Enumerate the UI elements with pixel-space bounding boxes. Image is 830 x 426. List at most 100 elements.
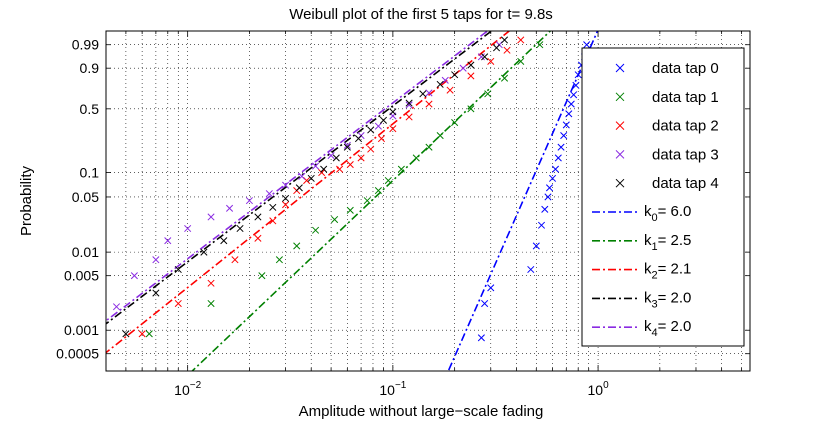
marker-stroke bbox=[477, 53, 485, 61]
legend-label: data tap 0 bbox=[652, 60, 719, 77]
data-point bbox=[548, 174, 557, 182]
data-point bbox=[346, 206, 354, 214]
marker-stroke bbox=[320, 165, 328, 173]
data-point bbox=[517, 36, 525, 44]
data-point bbox=[487, 57, 495, 65]
data-point bbox=[354, 135, 363, 143]
fit-line-7 bbox=[106, 31, 511, 354]
data-point bbox=[405, 101, 413, 109]
marker-stroke bbox=[527, 265, 535, 274]
x-tick-exponent: 0 bbox=[603, 380, 609, 391]
marker-stroke bbox=[477, 334, 485, 342]
data-point bbox=[425, 100, 433, 108]
marker-stroke bbox=[374, 122, 382, 130]
plot-frame bbox=[105, 30, 751, 372]
data-point bbox=[487, 284, 495, 292]
data-point bbox=[379, 116, 388, 124]
marker-stroke bbox=[565, 110, 573, 118]
marker-stroke bbox=[269, 203, 277, 211]
marker-stroke bbox=[200, 248, 208, 256]
marker-stroke bbox=[346, 161, 354, 169]
data-point bbox=[574, 71, 582, 79]
data-point bbox=[236, 224, 244, 233]
data-point bbox=[282, 201, 290, 209]
data-point bbox=[332, 154, 340, 162]
marker-stroke bbox=[336, 165, 344, 173]
legend-shape-value: = 6.0 bbox=[658, 203, 692, 220]
data-point bbox=[207, 279, 215, 287]
legend-marker bbox=[615, 121, 625, 130]
marker-stroke bbox=[377, 135, 386, 143]
data-point bbox=[231, 256, 239, 264]
data-point bbox=[245, 197, 253, 205]
y-tick-label: 0.5 bbox=[80, 101, 100, 117]
marker-stroke bbox=[557, 143, 565, 151]
data-point bbox=[583, 41, 591, 49]
marker-stroke bbox=[384, 176, 392, 185]
data-point bbox=[145, 330, 153, 338]
data-point bbox=[363, 197, 371, 205]
data-point bbox=[307, 174, 315, 182]
marker-stroke bbox=[236, 224, 244, 233]
data-point bbox=[536, 41, 544, 49]
data-point bbox=[200, 248, 208, 256]
y-axis-label: Probability bbox=[18, 165, 35, 236]
marker-stroke bbox=[343, 143, 351, 151]
data-point bbox=[225, 204, 234, 212]
data-point bbox=[269, 217, 277, 225]
marker-stroke bbox=[282, 201, 290, 209]
data-point bbox=[467, 72, 475, 80]
fit-line-8 bbox=[106, 31, 493, 325]
data-point bbox=[405, 99, 413, 107]
data-point bbox=[517, 57, 525, 65]
marker-stroke bbox=[312, 162, 320, 170]
marker-stroke bbox=[467, 105, 475, 113]
marker-stroke bbox=[207, 279, 215, 287]
marker-stroke bbox=[164, 237, 172, 245]
data-point bbox=[481, 53, 489, 61]
marker-stroke bbox=[467, 61, 475, 69]
legend-label: data tap 4 bbox=[652, 175, 719, 192]
marker-stroke bbox=[275, 256, 283, 264]
data-point bbox=[389, 125, 397, 133]
legend-shape-value: = 2.1 bbox=[658, 261, 692, 278]
marker-stroke bbox=[451, 71, 459, 79]
marker-stroke bbox=[572, 81, 580, 89]
data-point bbox=[298, 172, 306, 180]
x-tick-exponent: −1 bbox=[395, 380, 407, 391]
marker-stroke bbox=[446, 86, 454, 94]
marker-stroke bbox=[554, 154, 562, 162]
marker-stroke bbox=[307, 174, 315, 182]
data-point bbox=[412, 154, 420, 162]
marker-stroke bbox=[269, 217, 277, 225]
marker-stroke bbox=[425, 89, 433, 97]
marker-stroke bbox=[425, 100, 433, 108]
x-tick-base: 10 bbox=[379, 382, 395, 398]
marker-stroke bbox=[405, 113, 413, 121]
data-point bbox=[557, 143, 565, 151]
marker-stroke bbox=[327, 151, 335, 160]
marker-stroke bbox=[562, 121, 570, 129]
marker-stroke bbox=[441, 76, 449, 84]
marker-stroke bbox=[487, 284, 495, 292]
data-point bbox=[567, 100, 575, 108]
marker-stroke bbox=[574, 71, 582, 79]
marker-stroke bbox=[517, 36, 525, 44]
chart-title: Weibull plot of the first 5 taps for t= … bbox=[289, 6, 553, 23]
data-point bbox=[389, 108, 397, 116]
marker-stroke bbox=[357, 154, 365, 162]
data-point bbox=[537, 221, 546, 229]
data-point bbox=[477, 53, 485, 61]
x-axis-label: Amplitude without large−scale fading bbox=[299, 403, 544, 420]
marker-stroke bbox=[567, 100, 575, 108]
marker-stroke bbox=[451, 119, 459, 127]
data-point bbox=[367, 126, 375, 134]
data-point bbox=[130, 272, 138, 280]
marker-stroke bbox=[367, 145, 375, 153]
y-tick-label: 0.0005 bbox=[56, 346, 99, 362]
legend-marker bbox=[615, 150, 625, 159]
marker-stroke bbox=[367, 126, 375, 134]
y-tick-label: 0.001 bbox=[64, 322, 99, 338]
marker-stroke bbox=[265, 190, 273, 198]
